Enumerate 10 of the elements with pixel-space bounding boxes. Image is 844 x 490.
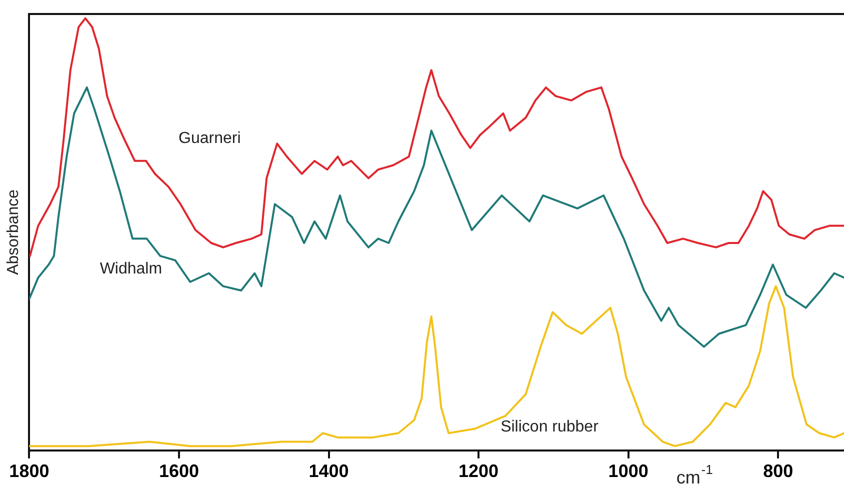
x-tick-label: 1400 — [308, 461, 349, 482]
x-tick-label: 1800 — [9, 461, 50, 482]
series-label: Silicon rubber — [500, 418, 600, 436]
text: Guarneri — [178, 130, 241, 148]
x-tick-label: 800 — [763, 461, 794, 482]
series-label: Widhalm — [100, 260, 162, 278]
y-axis-title: Absorbance — [5, 189, 22, 275]
x-tick-label: 1600 — [158, 461, 200, 482]
x-tick-label: 1000 — [608, 461, 648, 482]
x-tick-label: 1200 — [458, 461, 499, 482]
